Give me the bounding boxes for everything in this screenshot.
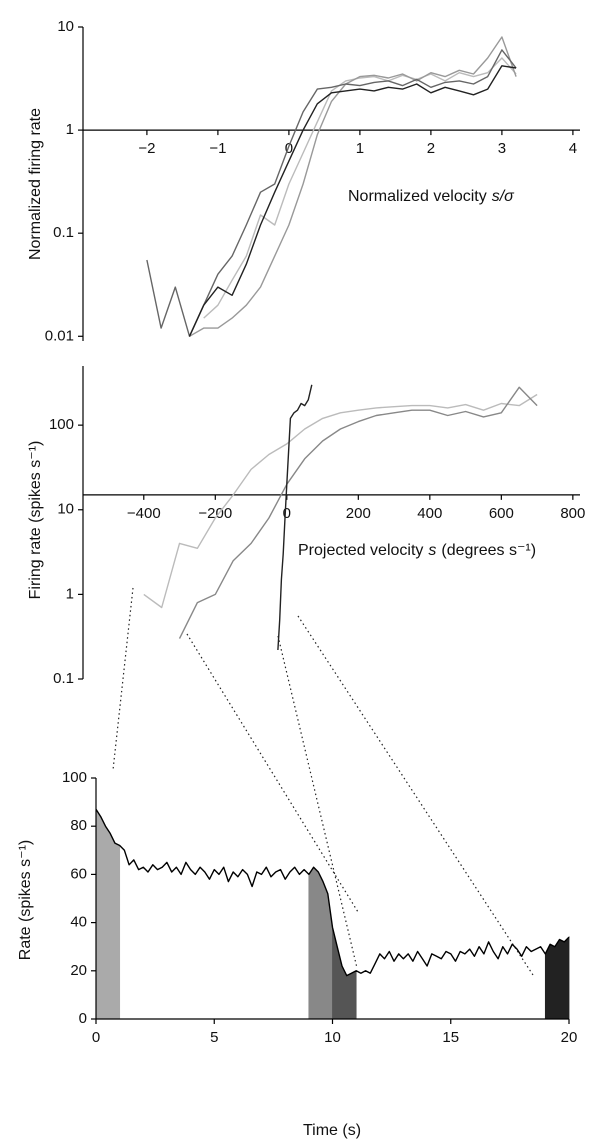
x-tick-label: 0: [283, 505, 291, 522]
y-tick-label: 0.01: [45, 327, 74, 344]
x-tick-label: 10: [324, 1029, 341, 1046]
x-tick-label: 1: [356, 140, 364, 157]
connector-lines: [112, 587, 534, 976]
series-line: [203, 57, 517, 319]
y-tick-label: 100: [62, 769, 87, 786]
y-axis-title: Firing rate (spikes s⁻¹): [27, 441, 44, 600]
x-axis-title: Time (s): [303, 1122, 361, 1139]
y-tick-label: 0: [79, 1010, 87, 1027]
highlight-area: [95, 807, 121, 1020]
x-tick-label: 0: [92, 1029, 100, 1046]
connector: [112, 587, 134, 771]
x-tick-label: −200: [198, 505, 232, 522]
x-axis-title-part: s/σ: [492, 188, 515, 205]
y-tick-label: 0.1: [53, 224, 74, 241]
y-tick-label: 40: [70, 914, 87, 931]
x-tick-label: 800: [560, 505, 585, 522]
x-tick-label: −2: [138, 140, 155, 157]
panel: 0 20 40 60 80 100 0 5 10 15 20 Rate (spikes s⁻¹) Tim…: [17, 769, 577, 1139]
series-line: [277, 384, 313, 651]
connector: [277, 635, 358, 969]
series-line: [143, 393, 538, 609]
y-axis-title: Normalized firing rate: [27, 108, 44, 260]
x-tick-label: −1: [209, 140, 226, 157]
y-tick-label: 1: [66, 585, 74, 602]
y-tick-label: 60: [70, 865, 87, 882]
x-axis-title-part: Normalized velocity: [348, 188, 487, 205]
y-tick-label: 20: [70, 962, 87, 979]
panel: 0.1 1 10 100 −400 −200 0 200 400 600 800 Firing rat…: [27, 366, 585, 687]
x-axis-title: Normalized velocity s/σ: [348, 188, 515, 205]
series-line: [189, 36, 517, 337]
x-axis-title: Projected velocity s (degrees s⁻¹): [298, 542, 536, 559]
x-tick-label: 4: [569, 140, 577, 157]
y-tick-label: 10: [57, 18, 74, 35]
x-tick-label: 5: [210, 1029, 218, 1046]
x-tick-label: −400: [127, 505, 161, 522]
series-line: [146, 49, 517, 337]
y-axis-title: Rate (spikes s⁻¹): [17, 840, 34, 960]
series-line: [178, 386, 538, 639]
x-tick-label: 3: [498, 140, 506, 157]
y-tick-label: 100: [49, 416, 74, 433]
x-tick-label: 200: [346, 505, 371, 522]
y-tick-label: 1: [66, 121, 74, 138]
y-tick-label: 10: [57, 501, 74, 518]
series-line: [95, 808, 570, 977]
x-axis-title-part: (degrees s⁻¹): [441, 542, 536, 559]
highlight-area: [544, 936, 570, 1020]
series-line: [188, 65, 517, 337]
y-tick-label: 80: [70, 817, 87, 834]
panel: 0.01 0.1 1 10 −2 −1 0 1 2 3 4 Normalized firing rat…: [27, 18, 580, 344]
x-tick-label: 2: [427, 140, 435, 157]
x-axis-title-part: s: [428, 542, 436, 559]
x-axis-title-part: Projected velocity: [298, 542, 423, 559]
connector: [297, 615, 534, 976]
highlight-area: [308, 866, 333, 1020]
connector: [186, 633, 359, 913]
y-tick-label: 0.1: [53, 670, 74, 687]
x-tick-label: 20: [561, 1029, 578, 1046]
x-tick-label: 15: [442, 1029, 459, 1046]
x-tick-label: 0: [285, 140, 293, 157]
x-tick-label: 600: [489, 505, 514, 522]
x-tick-label: 400: [417, 505, 442, 522]
